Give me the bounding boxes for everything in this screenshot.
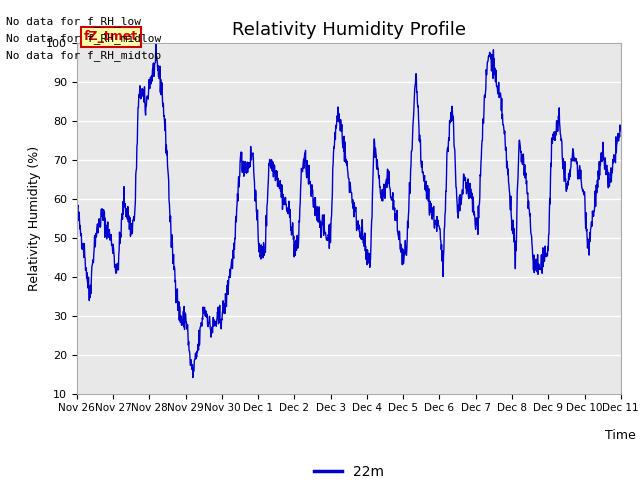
Text: fZ_tmet: fZ_tmet [84, 30, 138, 43]
Text: No data for f_RH_low: No data for f_RH_low [6, 16, 141, 27]
Y-axis label: Relativity Humidity (%): Relativity Humidity (%) [28, 146, 40, 291]
Title: Relativity Humidity Profile: Relativity Humidity Profile [232, 21, 466, 39]
Text: No data for f_RH_midtop: No data for f_RH_midtop [6, 49, 162, 60]
X-axis label: Time: Time [605, 429, 636, 442]
Text: No data for f_RH_midlow: No data for f_RH_midlow [6, 33, 162, 44]
Legend: 22m: 22m [308, 460, 389, 480]
